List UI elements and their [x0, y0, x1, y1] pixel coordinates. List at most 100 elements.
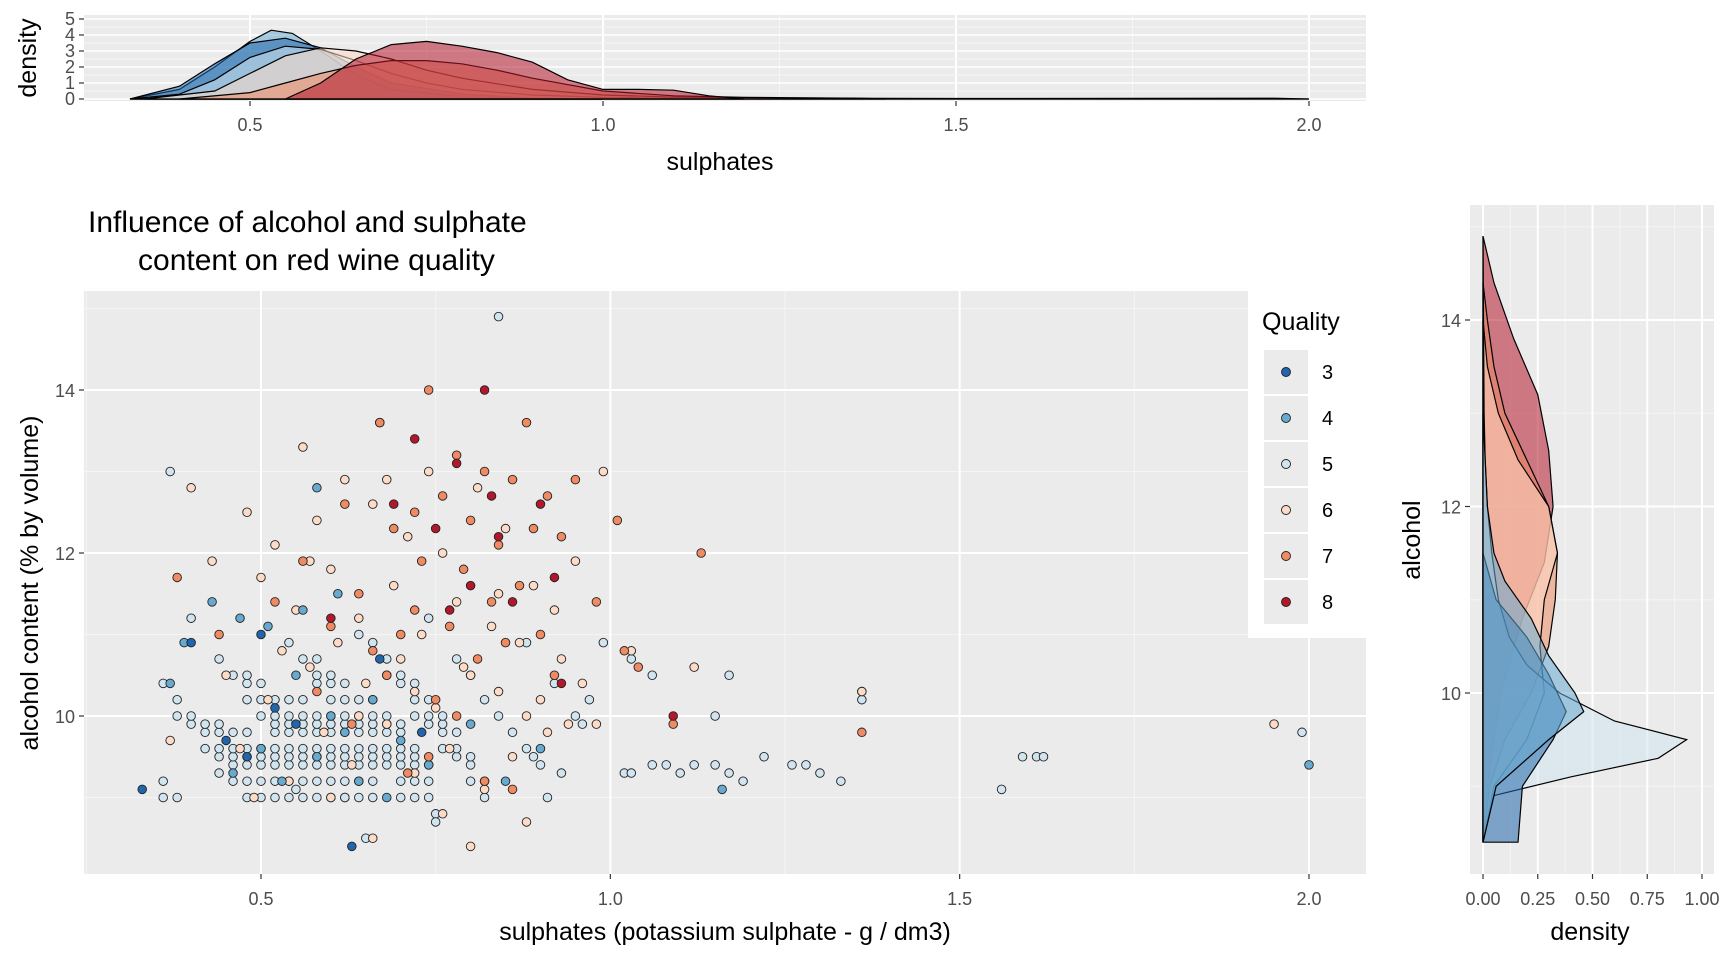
point-quality-6 — [444, 743, 455, 754]
point-quality-5 — [284, 760, 294, 770]
point-quality-6 — [542, 727, 553, 738]
point-quality-7 — [416, 556, 427, 566]
point-quality-5 — [312, 760, 322, 770]
legend-key-quality-3 — [1281, 367, 1291, 377]
point-quality-5 — [801, 760, 811, 770]
point-quality-5 — [368, 792, 378, 803]
point-quality-5 — [270, 711, 280, 721]
point-quality-8 — [430, 523, 441, 534]
point-quality-6 — [319, 727, 329, 738]
point-quality-5 — [556, 768, 567, 778]
point-quality-5 — [647, 670, 658, 681]
scatter-points — [137, 311, 1314, 852]
point-quality-5 — [1038, 752, 1049, 762]
point-quality-4 — [535, 743, 546, 754]
y-tick-label: 10 — [55, 707, 75, 727]
legend-label-quality-7: 7 — [1322, 546, 1333, 568]
point-quality-3 — [347, 841, 357, 852]
point-quality-5 — [228, 760, 238, 770]
point-quality-6 — [368, 833, 378, 844]
point-quality-5 — [242, 760, 252, 770]
y-tick-label: 12 — [1441, 498, 1461, 518]
point-quality-7 — [409, 605, 420, 615]
point-quality-8 — [409, 434, 420, 444]
point-quality-5 — [395, 678, 406, 689]
point-quality-5 — [312, 743, 322, 754]
point-quality-7 — [514, 580, 525, 591]
point-quality-7 — [430, 694, 441, 705]
top-density-y-axis-title: density — [14, 18, 42, 98]
point-quality-4 — [500, 776, 511, 786]
point-quality-5 — [626, 768, 637, 778]
point-quality-5 — [465, 776, 476, 786]
point-quality-6 — [382, 474, 392, 485]
point-quality-5 — [423, 719, 434, 729]
point-quality-6 — [451, 597, 462, 607]
point-quality-6 — [430, 703, 441, 713]
point-quality-5 — [312, 678, 322, 689]
point-quality-5 — [409, 792, 420, 803]
point-quality-6 — [326, 792, 336, 803]
point-quality-7 — [633, 662, 644, 672]
point-quality-5 — [270, 752, 280, 762]
point-quality-5 — [284, 743, 294, 754]
x-tick-label: 1.0 — [590, 115, 615, 135]
point-quality-5 — [298, 752, 308, 762]
point-quality-6 — [493, 589, 504, 599]
point-quality-6 — [458, 662, 469, 672]
point-quality-5 — [326, 670, 336, 681]
point-quality-5 — [326, 678, 336, 689]
legend-label-quality-4: 4 — [1322, 408, 1333, 430]
point-quality-5 — [242, 678, 252, 689]
point-quality-5 — [298, 760, 308, 770]
point-quality-4 — [312, 752, 322, 762]
point-quality-5 — [270, 760, 280, 770]
point-quality-5 — [270, 719, 280, 729]
point-quality-5 — [382, 711, 392, 721]
point-quality-5 — [479, 694, 490, 705]
point-quality-3 — [256, 629, 266, 640]
point-quality-7 — [479, 776, 490, 786]
point-quality-5 — [186, 711, 196, 721]
legend-key-quality-4 — [1281, 413, 1291, 423]
point-quality-6 — [486, 621, 497, 632]
y-tick-label: 14 — [1441, 311, 1461, 331]
point-quality-6 — [689, 662, 699, 672]
point-quality-5 — [368, 752, 378, 762]
point-quality-8 — [493, 531, 504, 542]
point-quality-6 — [256, 572, 266, 583]
point-quality-5 — [354, 727, 364, 738]
point-quality-7 — [382, 670, 392, 681]
point-quality-6 — [333, 637, 343, 648]
density-area-quality-4 — [1482, 413, 1585, 843]
point-quality-5 — [368, 760, 378, 770]
scatter-y-axis-title: alcohol content (% by volume) — [16, 416, 44, 751]
point-quality-4 — [1304, 760, 1314, 770]
point-quality-5 — [326, 694, 336, 705]
point-quality-7 — [172, 572, 182, 583]
point-quality-5 — [158, 776, 168, 786]
point-quality-6 — [500, 523, 511, 534]
point-quality-7 — [347, 719, 357, 729]
point-quality-5 — [787, 760, 797, 770]
point-quality-5 — [451, 752, 462, 762]
density-area-quality-8 — [285, 40, 745, 100]
y-tick-label: 14 — [55, 381, 75, 401]
y-tick-label: 10 — [1441, 684, 1461, 704]
legend-keys: 3 4 5 6 7 8 — [1264, 350, 1333, 624]
point-quality-5 — [368, 743, 378, 754]
point-quality-6 — [507, 752, 518, 762]
point-quality-7 — [451, 450, 462, 460]
point-quality-5 — [256, 711, 266, 721]
scatter-y-ticks: 10 12 14 — [55, 381, 84, 727]
point-quality-5 — [759, 752, 769, 762]
point-quality-7 — [465, 515, 476, 526]
right-density-y-axis-title: alcohol — [1398, 500, 1426, 579]
point-quality-6 — [514, 637, 525, 648]
point-quality-6 — [570, 556, 581, 566]
point-quality-5 — [368, 637, 378, 648]
point-quality-6 — [165, 735, 175, 746]
point-quality-6 — [577, 678, 588, 689]
point-quality-5 — [493, 711, 504, 721]
